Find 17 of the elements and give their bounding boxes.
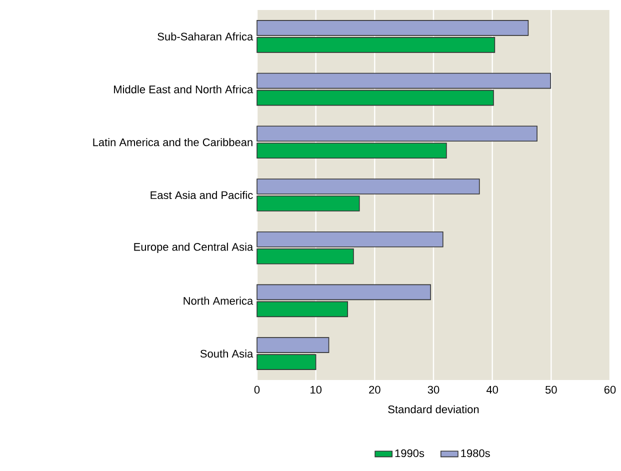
- y-tick-label: Europe and Central Asia: [134, 242, 254, 253]
- y-tick-label: Middle East and North Africa: [114, 85, 254, 94]
- y-tick-label: Sub-Saharan Africa: [158, 32, 254, 40]
- y-tick-label: East Asia and Pacific: [150, 190, 253, 200]
- x-tick-label: 60: [604, 386, 616, 394]
- x-axis-title: Standard deviation: [388, 405, 479, 414]
- x-tick-label: 20: [369, 386, 380, 394]
- y-tick-label: South Asia: [200, 350, 254, 358]
- x-tick-label: 30: [428, 386, 440, 394]
- legend-label: 1990s: [395, 449, 424, 458]
- x-tick-label: 50: [545, 386, 557, 394]
- x-tick-label: 40: [486, 386, 498, 394]
- x-tick-label: 10: [310, 386, 322, 394]
- legend-label: 1980s: [461, 449, 490, 458]
- y-tick-label: North America: [184, 296, 254, 305]
- y-tick-label: Latin America and the Caribbean: [93, 138, 252, 146]
- x-tick-label: 0: [254, 386, 260, 394]
